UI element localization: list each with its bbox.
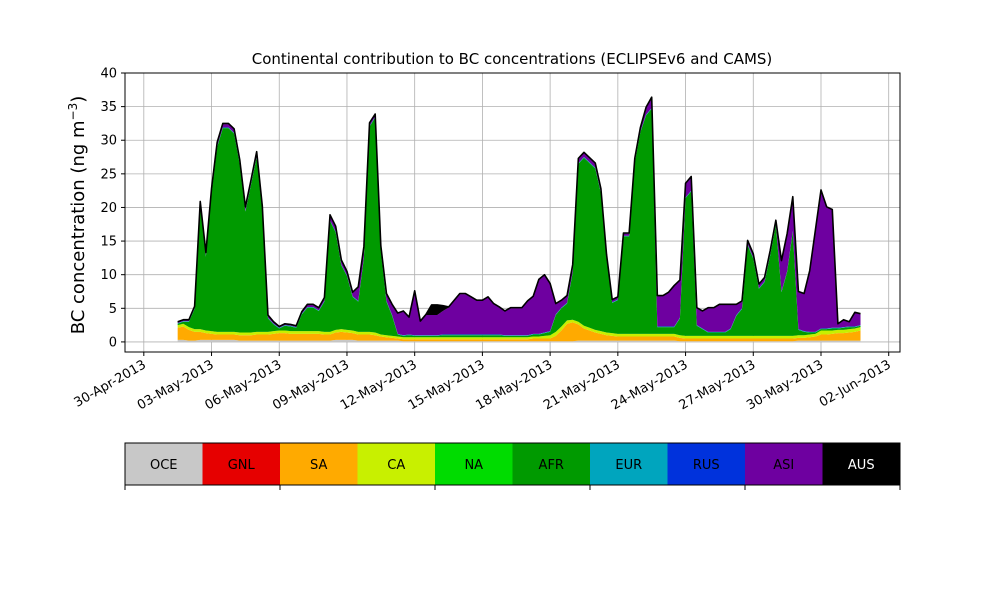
- x-tick-label-10: 30-May-2013: [744, 357, 826, 413]
- legend-label-asi: ASI: [773, 458, 794, 473]
- chart-title: Continental contribution to BC concentra…: [252, 50, 773, 68]
- legend-label-rus: RUS: [693, 458, 720, 473]
- y-tick-label-20: 20: [100, 201, 117, 216]
- x-tick-label-11: 02-Jun-2013: [817, 357, 894, 410]
- area-sa: [177, 322, 861, 342]
- legend-label-gnl: GNL: [228, 458, 256, 473]
- legend-colorbar: OCE GNL SA CA NA AFR EUR RUS ASI AUS: [124, 442, 901, 490]
- legend-swatch-ca: [357, 443, 435, 485]
- legend-label-eur: EUR: [615, 458, 642, 473]
- legend-label-aus: AUS: [848, 458, 875, 473]
- legend-label-sa: SA: [310, 458, 327, 473]
- y-axis-label-superscript: −3: [66, 103, 80, 121]
- y-tick-label-0: 0: [109, 335, 117, 350]
- y-tick-label-40: 40: [100, 67, 117, 82]
- y-axis-label: BC concentration (ng m−3): [66, 96, 89, 335]
- legend-label-na: NA: [464, 458, 483, 473]
- legend-swatch-aus: [822, 443, 900, 485]
- legend-swatch-asi: [745, 443, 823, 485]
- legend-label-oce: OCE: [150, 458, 178, 473]
- legend-swatch-afr: [512, 443, 590, 485]
- legend-swatch-rus: [667, 443, 745, 485]
- y-tick-label-35: 35: [100, 100, 117, 115]
- y-tick-label-10: 10: [100, 268, 117, 283]
- y-axis-label-close: ): [68, 96, 89, 103]
- y-axis-label-main: BC concentration (ng m: [68, 120, 89, 334]
- area-afr: [177, 108, 861, 338]
- total-line: [177, 96, 861, 328]
- y-tick-label-25: 25: [100, 167, 117, 182]
- area-layer: [177, 96, 861, 342]
- legend-frame: [124, 442, 901, 486]
- area-oce: [177, 339, 861, 342]
- area-ca: [177, 319, 861, 340]
- y-tick-label-15: 15: [100, 235, 117, 250]
- legend-label-afr: AFR: [539, 458, 564, 473]
- y-tick-label-30: 30: [100, 134, 117, 149]
- legend-swatch-gnl: [202, 443, 280, 485]
- y-tick-label-5: 5: [109, 302, 117, 317]
- legend-swatch-na: [435, 443, 513, 485]
- plot-frame: [124, 72, 901, 353]
- legend-label-ca: CA: [387, 458, 405, 473]
- legend-swatch-sa: [280, 443, 358, 485]
- legend-swatch-oce: [125, 443, 203, 485]
- legend-swatch-eur: [590, 443, 668, 485]
